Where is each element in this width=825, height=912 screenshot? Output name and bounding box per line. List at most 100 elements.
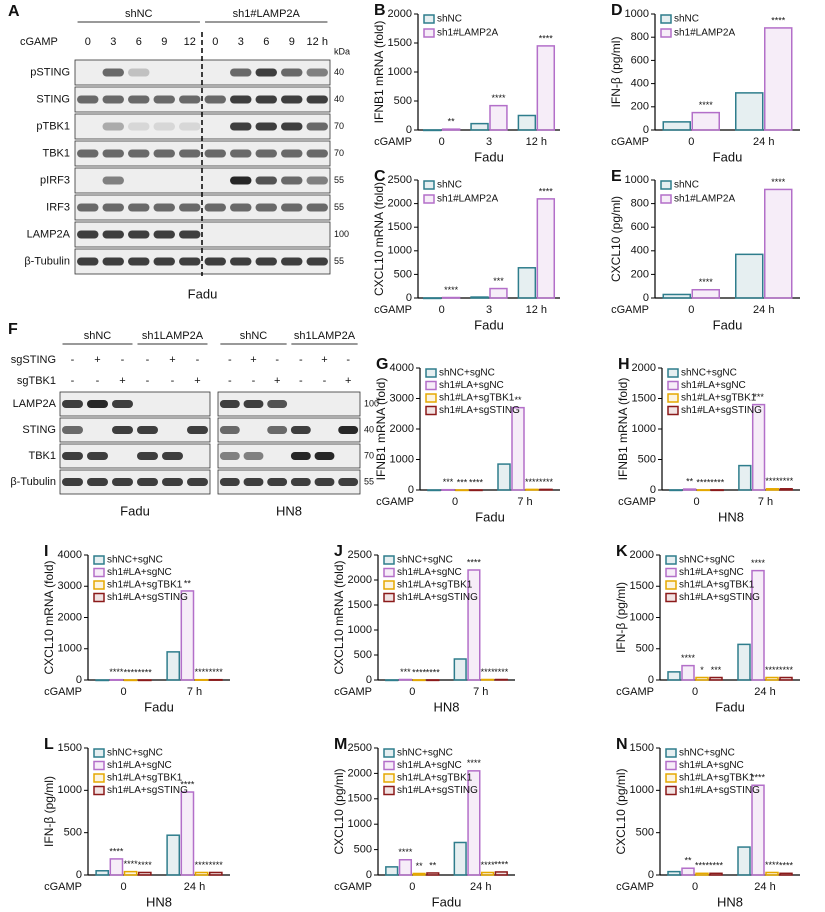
y-tick-label: 1500	[630, 580, 654, 592]
x-prefix: cGAMP	[374, 304, 412, 316]
bar	[669, 489, 683, 492]
bar	[536, 198, 556, 299]
blot-band	[306, 95, 328, 104]
blot-band	[230, 95, 252, 104]
y-tick-label: 500	[638, 453, 656, 465]
bar	[709, 676, 723, 681]
blot-band	[219, 452, 240, 460]
bar	[481, 871, 495, 876]
x-tick-label: 0	[409, 686, 415, 698]
bar	[765, 871, 779, 876]
group-label: sh1LAMP2A	[142, 330, 204, 342]
legend-label: sh1#LA+sgSTING	[439, 405, 520, 416]
y-tick-label: 2000	[630, 549, 654, 561]
bar	[662, 293, 691, 299]
y-tick-label: 1000	[388, 66, 412, 78]
lane-label: -	[171, 375, 175, 387]
legend-swatch	[423, 28, 435, 38]
x-tick-label: 0	[409, 881, 415, 893]
group-label: sh1#LAMP2A	[233, 8, 301, 20]
significance: ****	[195, 860, 210, 870]
blot-band	[77, 95, 99, 104]
y-tick-label: 2000	[388, 8, 412, 20]
bar	[695, 676, 709, 681]
bar	[426, 679, 440, 682]
y-tick-label: 0	[406, 124, 412, 136]
blot-band	[338, 478, 359, 486]
blot-strip	[59, 391, 211, 417]
bar	[166, 651, 181, 681]
panel-letter: A	[8, 3, 20, 20]
significance: ****	[398, 847, 413, 857]
group-label: shNC	[84, 330, 112, 342]
x-axis-label: Fadu	[713, 317, 743, 332]
lane-label: -	[228, 375, 232, 387]
panel-letter: N	[616, 736, 628, 753]
significance: ****	[469, 477, 484, 487]
legend-label: shNC	[674, 14, 699, 25]
panel-letter: J	[334, 543, 343, 560]
lane-label: -	[146, 354, 150, 366]
y-tick-label: 4000	[58, 549, 82, 561]
blot-band	[62, 400, 83, 408]
y-axis-label: IFN-β (pg/ml)	[609, 37, 623, 108]
blot-band	[128, 257, 150, 266]
x-prefix: cGAMP	[374, 136, 412, 148]
y-tick-label: 0	[76, 674, 82, 686]
treatment-label: sgSTING	[11, 354, 56, 366]
kda-label: 70	[334, 121, 344, 131]
kda-label: 100	[334, 229, 349, 239]
legend-label: sh1#LAMP2A	[437, 28, 498, 39]
legend-swatch	[383, 760, 395, 771]
bar	[517, 114, 537, 131]
x-prefix: cGAMP	[376, 496, 414, 508]
lane-label: -	[96, 375, 100, 387]
blot-band	[87, 452, 108, 460]
lane-label: 3	[110, 36, 116, 48]
x-tick-label: 7 h	[187, 686, 202, 698]
y-tick-label: 1500	[58, 742, 82, 754]
significance: **	[514, 395, 522, 405]
x-tick-label: 0	[439, 136, 445, 148]
x-prefix: cGAMP	[618, 496, 656, 508]
bar	[208, 871, 223, 876]
y-tick-label: 0	[366, 674, 372, 686]
y-axis-label: CXCL10 mRNA (fold)	[332, 560, 346, 674]
x-prefix: cGAMP	[44, 686, 82, 698]
blot-band	[306, 203, 328, 212]
bar	[681, 867, 695, 876]
legend-swatch	[93, 555, 105, 565]
y-tick-label: 1500	[630, 742, 654, 754]
lane-label: +	[194, 375, 200, 387]
bar	[426, 872, 440, 876]
significance: ****	[444, 285, 459, 295]
legend-label: sh1#LA+sgNC	[107, 760, 172, 771]
legend-swatch	[425, 393, 437, 403]
bar	[696, 489, 711, 492]
significance: ****	[699, 100, 714, 110]
significance: ****	[124, 859, 139, 869]
significance: ***	[711, 665, 722, 675]
bar	[735, 92, 764, 131]
blot-band	[128, 122, 150, 131]
lane-label: +	[345, 375, 351, 387]
y-tick-label: 200	[631, 268, 649, 280]
bar	[455, 489, 469, 492]
significance: **	[184, 578, 192, 588]
blot-band	[281, 122, 303, 131]
y-tick-label: 1500	[632, 392, 656, 404]
blot-band	[219, 400, 240, 408]
legend-label: sh1#LA+sgNC	[679, 760, 744, 771]
kda-label: 55	[364, 476, 374, 486]
y-tick-label: 1000	[388, 245, 412, 257]
blot-band	[267, 426, 288, 434]
bar	[764, 27, 793, 131]
lane-label: -	[275, 354, 279, 366]
y-tick-label: 1500	[348, 793, 372, 805]
x-axis-label: Fadu	[474, 317, 504, 332]
significance: ****	[494, 667, 509, 677]
blot-band	[219, 478, 240, 486]
x-tick-label: 0	[692, 881, 698, 893]
lane-label: 0	[85, 36, 91, 48]
lane-label: +	[250, 354, 256, 366]
